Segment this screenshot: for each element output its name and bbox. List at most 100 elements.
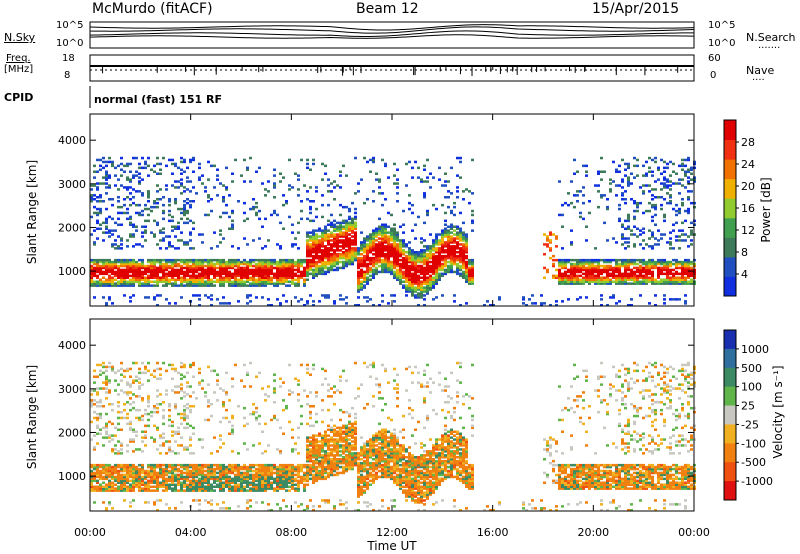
power-cell (288, 284, 291, 287)
velocity-cell (93, 381, 96, 384)
velocity-cell (174, 469, 177, 473)
power-cell (378, 247, 381, 250)
power-cell (585, 239, 588, 242)
power-cell (333, 233, 336, 236)
power-cell (249, 282, 252, 285)
power-cell (297, 274, 300, 278)
power-cell (300, 276, 303, 279)
power-cell (375, 262, 378, 266)
velocity-cell (117, 383, 120, 386)
power-cell (204, 260, 207, 264)
power-cell (396, 262, 399, 266)
power-cell (555, 268, 558, 272)
power-cell (225, 166, 228, 170)
power-cell (330, 262, 333, 266)
power-cell (264, 194, 267, 197)
power-cell (384, 233, 387, 236)
power-cell (318, 245, 321, 248)
power-cell (405, 288, 408, 291)
power-cell (633, 262, 636, 266)
power-cell (576, 260, 579, 264)
power-cell (675, 260, 678, 264)
power-cell (342, 243, 345, 246)
power-cell (642, 276, 645, 279)
velocity-cell (138, 475, 141, 479)
power-cell (141, 278, 144, 281)
power-cell (156, 270, 159, 274)
power-cell (183, 241, 186, 244)
power-cell (675, 213, 678, 217)
power-cell (90, 233, 93, 236)
noise-left-tick-top: 10^5 (56, 20, 84, 31)
power-cell (453, 225, 456, 228)
velocity-cell (201, 379, 204, 382)
velocity-cell (243, 416, 246, 420)
power-cell (615, 280, 618, 283)
power-cell (471, 276, 474, 279)
power-cell (318, 264, 321, 268)
power-cell (621, 276, 624, 279)
power-cell (222, 198, 225, 201)
power-cell (90, 280, 93, 283)
power-cell (327, 296, 330, 299)
power-cell (378, 180, 381, 183)
velocity-cell (243, 473, 246, 477)
velocity-cell (237, 465, 240, 469)
power-cell (381, 245, 384, 248)
power-cell (93, 272, 96, 276)
power-cell (675, 203, 678, 207)
power-cell (645, 262, 648, 266)
power-cell (174, 186, 177, 189)
power-cell (219, 278, 222, 281)
power-cell (600, 294, 603, 297)
power-cell (363, 264, 366, 268)
power-cell (687, 235, 690, 238)
power-cell (570, 278, 573, 281)
power-cell (561, 280, 564, 283)
power-cell (111, 160, 114, 164)
power-cell (114, 258, 117, 262)
velocity-cell (141, 475, 144, 479)
power-cell (585, 296, 588, 299)
power-cell (423, 192, 426, 195)
power-cell (339, 223, 342, 226)
power-cell (612, 180, 615, 183)
power-cell (285, 266, 288, 270)
power-cell (171, 284, 174, 287)
power-cell (591, 268, 594, 272)
power-cell (345, 225, 348, 228)
velocity-cell (126, 473, 129, 477)
power-cell (597, 276, 600, 279)
power-cell (180, 266, 183, 270)
power-cell (630, 268, 633, 272)
power-cell (435, 266, 438, 270)
power-cell (162, 227, 165, 230)
power-cell (405, 254, 408, 258)
power-cell (399, 280, 402, 283)
power-cell (603, 258, 606, 262)
power-cell (621, 274, 624, 278)
power-cell (345, 241, 348, 244)
power-cell (207, 200, 210, 203)
power-cell (348, 227, 351, 230)
power-cell (411, 253, 414, 256)
velocity-cell (240, 379, 243, 382)
power-cell (120, 239, 123, 242)
power-cell (189, 231, 192, 234)
power-cell (294, 272, 297, 276)
velocity-cell (102, 467, 105, 471)
power-cell (330, 256, 333, 260)
power-cell (471, 282, 474, 285)
velocity-cell (153, 485, 156, 488)
power-cell (411, 203, 414, 207)
power-cell (438, 278, 441, 281)
power-cell (306, 270, 309, 274)
power-cell (651, 274, 654, 278)
power-cell (279, 172, 282, 175)
power-cell (216, 280, 219, 283)
nsky-label: N.Sky (4, 31, 36, 44)
power-cell (402, 251, 405, 254)
power-cell (636, 258, 639, 262)
velocity-cell (243, 471, 246, 475)
velocity-cell (153, 469, 156, 473)
